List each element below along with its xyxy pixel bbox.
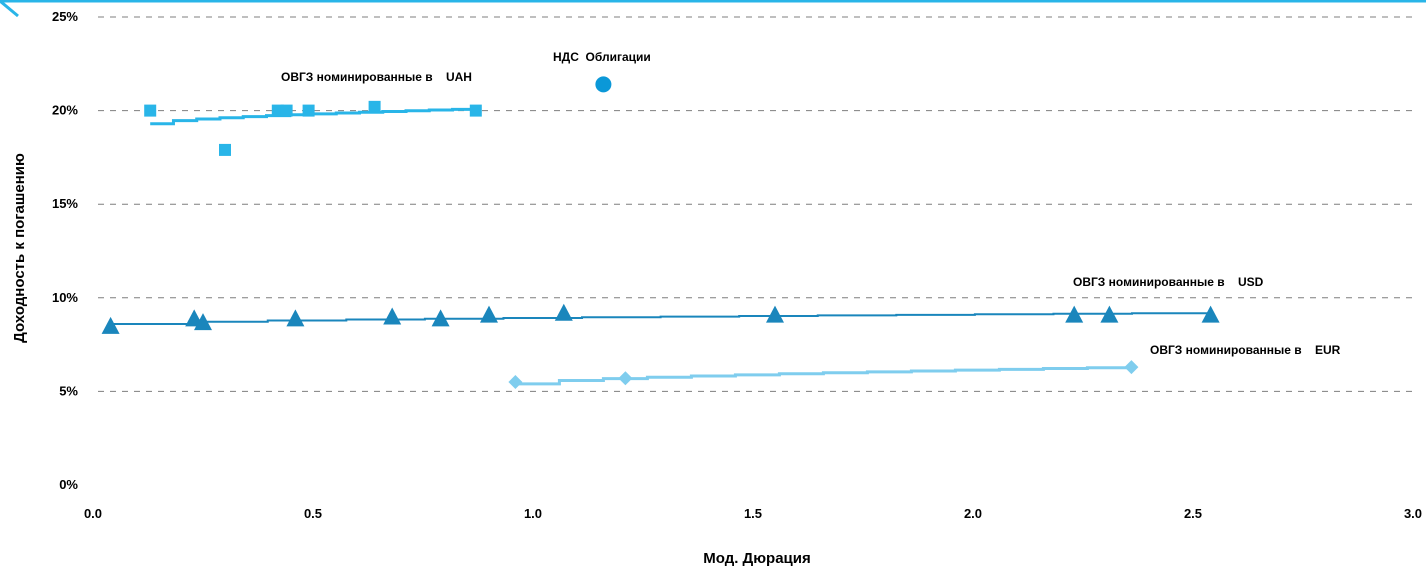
triangle-marker: [101, 316, 120, 334]
y-tick-labels: 0% 5% 10% 15% 20% 25%: [52, 9, 78, 492]
data-points: [101, 76, 1220, 390]
series-label-triangle: ОВГЗ номинированные в USD: [1073, 275, 1264, 289]
y-tick-label: 20%: [52, 103, 78, 118]
diamond-marker: [1124, 360, 1139, 375]
square-marker: [469, 104, 482, 117]
square-marker: [368, 100, 381, 113]
triangle-marker: [194, 313, 212, 331]
y-axis-title: Доходность к погашению: [11, 153, 28, 343]
square-marker: [144, 104, 157, 117]
x-tick-label: 1.5: [744, 506, 762, 521]
circle-marker: [595, 76, 612, 93]
square-marker: [302, 104, 315, 117]
diamond-marker: [508, 375, 523, 390]
square-marker: [219, 143, 231, 156]
triangle-marker: [1201, 305, 1220, 323]
diamond-marker: [618, 371, 633, 386]
series-label-diamond: ОВГЗ номинированные в EUR: [1150, 343, 1341, 357]
gridlines: [98, 16, 1413, 392]
trend-line-triangle: [110, 312, 1212, 326]
series-labels: ОВГЗ номинированные в UAH НДС Облигации ОВ…: [281, 50, 1341, 357]
triangle-marker: [1065, 305, 1084, 323]
y-tick-label: 25%: [52, 9, 78, 24]
top-accent-corner: [0, 0, 19, 18]
square-marker: [280, 104, 293, 117]
trend-line-diamond: [515, 366, 1133, 386]
y-tick-label: 5%: [59, 383, 78, 398]
x-axis-title: Мод. Дюрация: [703, 550, 811, 567]
y-tick-label: 15%: [52, 196, 78, 211]
x-tick-label: 0.5: [304, 506, 322, 521]
series-label-circle: НДС Облигации: [553, 50, 651, 64]
triangle-marker: [766, 305, 784, 323]
triangle-marker: [554, 303, 573, 321]
triangle-marker: [480, 305, 498, 323]
y-tick-label: 0%: [59, 477, 78, 492]
x-tick-labels: 0.0 0.5 1.0 1.5 2.0 2.5 3.0: [84, 506, 1422, 521]
x-tick-label: 1.0: [524, 506, 542, 521]
x-tick-label: 3.0: [1404, 506, 1422, 521]
triangle-marker: [383, 307, 402, 325]
series-label-square: ОВГЗ номинированные в UAH: [281, 70, 472, 84]
triangle-marker: [1100, 305, 1119, 323]
x-tick-label: 2.5: [1184, 506, 1202, 521]
x-tick-label: 0.0: [84, 506, 102, 521]
triangle-marker: [286, 309, 305, 327]
y-tick-label: 10%: [52, 290, 78, 305]
triangle-marker: [431, 309, 450, 327]
trend-lines: [110, 107, 1212, 386]
x-tick-label: 2.0: [964, 506, 982, 521]
